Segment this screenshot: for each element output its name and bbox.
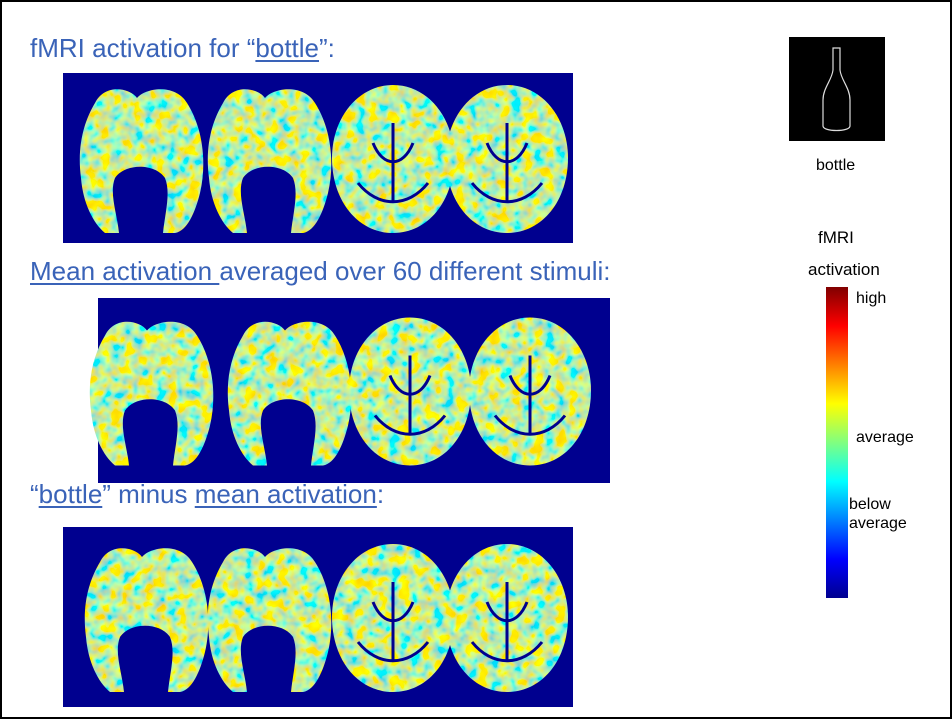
legend-title: fMRI [818, 228, 854, 248]
title-text: ” minus [102, 479, 194, 509]
slide-graphics [0, 0, 952, 719]
title-text: averaged over 60 different stimuli: [219, 256, 610, 286]
stimulus-label: bottle [816, 157, 855, 175]
section-title: “bottle” minus mean activation: [30, 479, 384, 510]
title-link: bottle [39, 479, 103, 509]
legend-label: below [849, 496, 891, 514]
title-link: mean activation [195, 479, 377, 509]
stimulus-image [789, 37, 885, 141]
title-text: “ [30, 479, 39, 509]
title-text: ”: [319, 33, 335, 63]
legend-label: high [856, 290, 886, 308]
title-text: fMRI activation for “ [30, 33, 255, 63]
section-title: Mean activation averaged over 60 differe… [30, 256, 611, 287]
title-link: Mean activation [30, 256, 219, 286]
legend-label: average [856, 429, 914, 447]
legend-title: activation [808, 260, 880, 280]
title-text: : [377, 479, 384, 509]
legend-label: average [849, 515, 907, 533]
title-link: bottle [255, 33, 319, 63]
colorbar [826, 287, 848, 598]
section-title: fMRI activation for “bottle”: [30, 33, 335, 64]
